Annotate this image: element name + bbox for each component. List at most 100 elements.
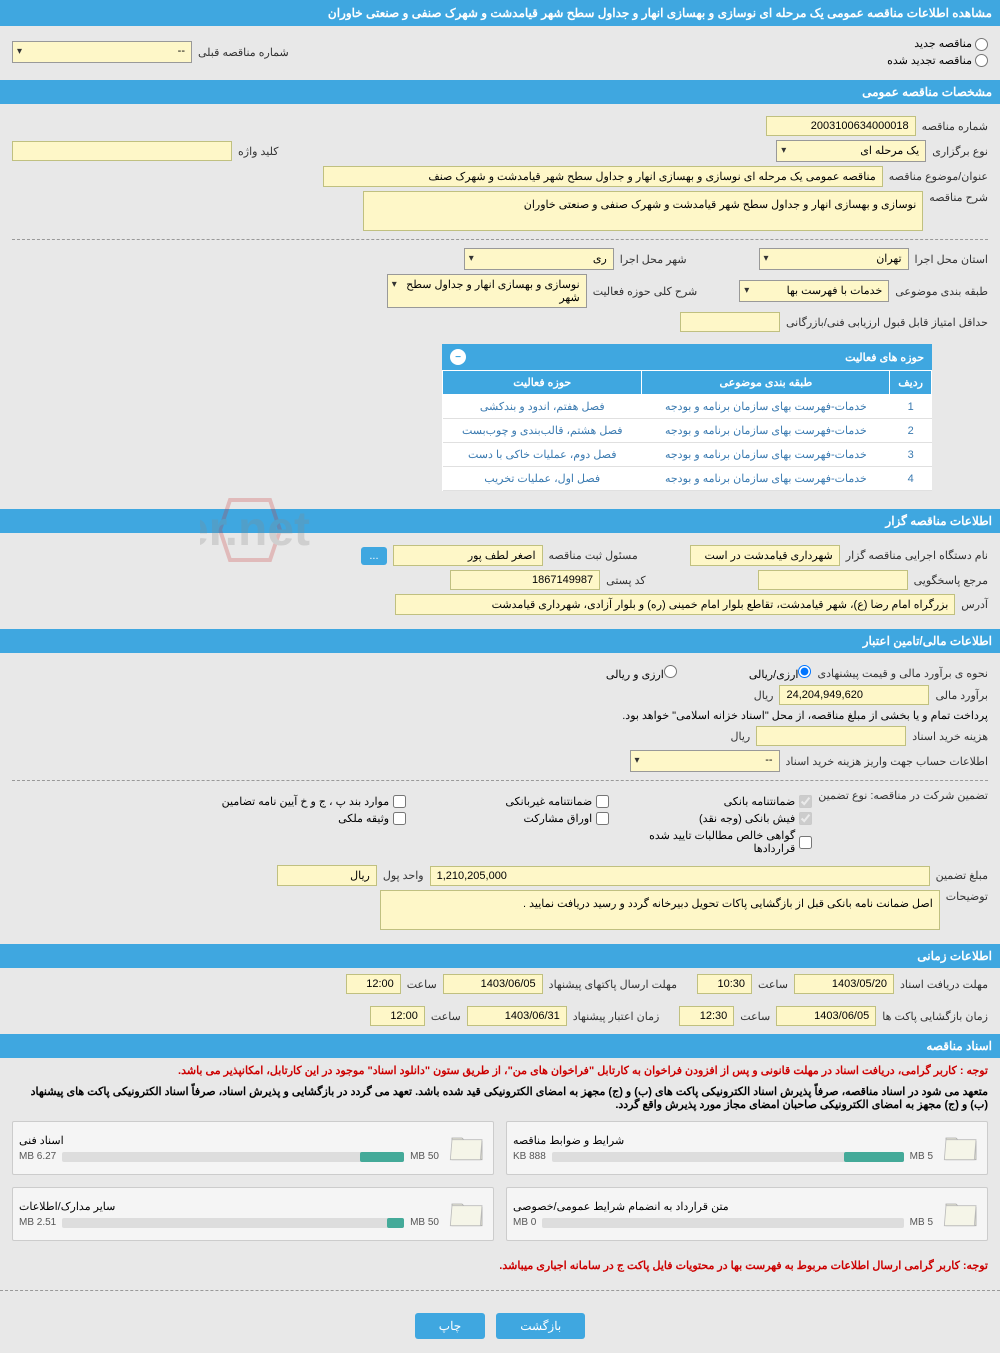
desc-label: شرح مناقصه bbox=[929, 191, 988, 204]
section-timing: اطلاعات زمانی bbox=[0, 944, 1000, 968]
section-general: مشخصات مناقصه عمومی bbox=[0, 80, 1000, 104]
postal-label: کد پستی bbox=[606, 574, 645, 587]
category-select[interactable]: خدمات با فهرست بها bbox=[739, 280, 889, 302]
acc-select[interactable]: -- bbox=[630, 750, 780, 772]
new-tender-radio[interactable]: مناقصه جدید bbox=[887, 37, 988, 51]
prev-tender-select[interactable]: -- bbox=[12, 41, 192, 63]
desc-field[interactable]: نوسازی و بهسازی انهار و جداول سطح شهر قی… bbox=[363, 191, 923, 231]
activity-title: حوزه های فعالیت bbox=[845, 351, 924, 364]
province-select[interactable]: تهران bbox=[759, 248, 909, 270]
cb-bank[interactable]: ضمانتنامه بانکی bbox=[621, 795, 812, 808]
province-label: استان محل اجرا bbox=[915, 253, 988, 266]
button-bar: بازگشت چاپ bbox=[0, 1299, 1000, 1353]
doc-used: 0 MB bbox=[513, 1217, 536, 1228]
tender-type-radio-group: مناقصه جدید مناقصه تجدید شده شماره مناقص… bbox=[0, 26, 1000, 78]
meter-bar bbox=[542, 1218, 903, 1228]
back-button[interactable]: بازگشت bbox=[496, 1313, 585, 1339]
renewed-tender-radio[interactable]: مناقصه تجدید شده bbox=[887, 54, 988, 68]
financial-note: پرداخت تمام و یا بخشی از مبلغ مناقصه، از… bbox=[622, 709, 988, 722]
doc-card[interactable]: سایر مدارک/اطلاعات 50 MB 2.51 MB bbox=[12, 1187, 494, 1241]
meter-bar bbox=[62, 1152, 404, 1162]
open-time: 12:30 bbox=[679, 1006, 734, 1026]
tender-no-label: شماره مناقصه bbox=[922, 120, 988, 133]
activity-table: ردیف طبقه بندی موضوعی حوزه فعالیت 1خدمات… bbox=[442, 370, 932, 491]
cell-cat: خدمات-فهرست بهای سازمان برنامه و بودجه bbox=[642, 395, 890, 419]
cb-nonbank[interactable]: ضمانتنامه غیربانکی bbox=[418, 795, 609, 808]
new-tender-label: مناقصه جدید bbox=[914, 38, 972, 50]
guarantee-title: تضمین شرکت در مناقصه‌: نوع تضمین bbox=[818, 789, 988, 802]
divider bbox=[12, 780, 988, 781]
doc-total: 50 MB bbox=[410, 1217, 439, 1228]
print-button[interactable]: چاپ bbox=[415, 1313, 485, 1339]
send-label: مهلت ارسال پاکتهای پیشنهاد bbox=[549, 978, 677, 991]
th-field: حوزه فعالیت bbox=[443, 371, 642, 395]
doc-title: متن قرارداد به انضمام شرایط عمومی/خصوصی bbox=[513, 1200, 933, 1213]
doc-total: 5 MB bbox=[910, 1151, 933, 1162]
section-financial: اطلاعات مالی/تامین اعتبار bbox=[0, 629, 1000, 653]
minscore-field[interactable] bbox=[680, 312, 780, 332]
receive-label: مهلت دریافت اسناد bbox=[900, 978, 988, 991]
th-cat: طبقه بندی موضوعی bbox=[642, 371, 890, 395]
cb-regs[interactable]: موارد بند پ ، ج و خ آیین نامه تضامین bbox=[215, 795, 406, 808]
minscore-label: حداقل امتیاز قابل قبول ارزیابی فنی/بازرگ… bbox=[786, 316, 988, 329]
cell-n: 2 bbox=[890, 419, 932, 443]
open-date: 1403/06/05 bbox=[776, 1006, 876, 1026]
type-select[interactable]: یک مرحله ای bbox=[776, 140, 926, 162]
ref-label: مرجع پاسخگویی bbox=[914, 574, 988, 587]
cell-field: فصل اول، عملیات تخریب bbox=[443, 467, 642, 491]
folder-icon bbox=[447, 1128, 487, 1168]
activity-table-panel: حوزه های فعالیت − ردیف طبقه بندی موضوعی … bbox=[442, 344, 932, 491]
method-opt2[interactable]: ارزی و ریالی bbox=[606, 665, 677, 681]
keyword-label: کلید واژه bbox=[238, 145, 278, 158]
doc-card[interactable]: متن قرارداد به انضمام شرایط عمومی/خصوصی … bbox=[506, 1187, 988, 1241]
category-label: طبقه بندی موضوعی bbox=[895, 285, 988, 298]
more-button[interactable]: ... bbox=[361, 547, 386, 565]
cb-claims[interactable]: گواهی خالص مطالبات تایید شده قراردادها bbox=[621, 829, 812, 855]
doc-total: 50 MB bbox=[410, 1151, 439, 1162]
meter-bar bbox=[62, 1218, 404, 1228]
cell-field: فصل دوم، عملیات خاکی با دست bbox=[443, 443, 642, 467]
est-field: 24,204,949,620 bbox=[779, 685, 929, 705]
doc-used: 888 KB bbox=[513, 1151, 546, 1162]
receive-time: 10:30 bbox=[697, 974, 752, 994]
folder-icon bbox=[941, 1128, 981, 1168]
gunit-field: ریال bbox=[277, 865, 377, 886]
table-row: 3خدمات-فهرست بهای سازمان برنامه و بودجهف… bbox=[443, 443, 932, 467]
send-time: 12:00 bbox=[346, 974, 401, 994]
cell-field: فصل هفتم، اندود و بندکشی bbox=[443, 395, 642, 419]
docs-footer: توجه: کاربر گرامی ارسال اطلاعات مربوط به… bbox=[0, 1249, 1000, 1282]
city-select[interactable]: ری bbox=[464, 248, 614, 270]
cell-n: 3 bbox=[890, 443, 932, 467]
resp-field: اصغر لطف پور bbox=[393, 545, 543, 566]
dev-label: نام دستگاه اجرایی مناقصه گزار bbox=[846, 549, 988, 562]
cost-label: هزینه خرید اسناد bbox=[912, 730, 988, 743]
meter-bar bbox=[552, 1152, 904, 1162]
time-label: ساعت bbox=[407, 978, 437, 991]
method-label: نحوه ی برآورد مالی و قیمت پیشنهادی bbox=[817, 667, 988, 680]
method-opt1[interactable]: ارزی/ریالی bbox=[749, 665, 812, 681]
doc-card[interactable]: اسناد فنی 50 MB 6.27 MB bbox=[12, 1121, 494, 1175]
scope-select[interactable]: نوسازی و بهسازی انهار و جداول سطح شهر bbox=[387, 274, 587, 308]
open-label: زمان بازگشایی پاکت ها bbox=[882, 1010, 988, 1023]
ref-field[interactable] bbox=[758, 570, 908, 590]
section-organizer: اطلاعات مناقصه گزار bbox=[0, 509, 1000, 533]
cb-cash[interactable]: فیش بانکی (وجه نقد) bbox=[621, 812, 812, 825]
gamount-field: 1,210,205,000 bbox=[430, 866, 930, 886]
keyword-field[interactable] bbox=[12, 141, 232, 161]
valid-label: زمان اعتبار پیشنهاد bbox=[573, 1010, 660, 1023]
docs-note2: متعهد می شود در اسناد مناقصه، صرفاً پذیر… bbox=[0, 1083, 1000, 1113]
folder-icon bbox=[447, 1194, 487, 1234]
est-label: برآورد مالی bbox=[935, 689, 988, 702]
subject-field[interactable]: مناقصه عمومی یک مرحله ای نوسازی و بهسازی… bbox=[323, 166, 883, 187]
acc-label: اطلاعات حساب جهت واریز هزینه خرید اسناد bbox=[786, 755, 988, 768]
time-label: ساعت bbox=[431, 1010, 461, 1023]
cb-prop[interactable]: وثیقه ملکی bbox=[215, 812, 406, 825]
cb-bonds[interactable]: اوراق مشارکت bbox=[418, 812, 609, 825]
doc-card[interactable]: شرایط و ضوابط مناقصه 5 MB 888 KB bbox=[506, 1121, 988, 1175]
city-label: شهر محل اجرا bbox=[620, 253, 687, 266]
cell-cat: خدمات-فهرست بهای سازمان برنامه و بودجه bbox=[642, 419, 890, 443]
gdesc-field[interactable]: اصل ضمانت نامه بانکی قبل از بازگشایی پاک… bbox=[380, 890, 940, 930]
collapse-icon[interactable]: − bbox=[450, 349, 466, 365]
addr-field: بزرگراه امام رضا (ع)، شهر قیامدشت، تقاطع… bbox=[395, 594, 955, 615]
cost-field[interactable] bbox=[756, 726, 906, 746]
